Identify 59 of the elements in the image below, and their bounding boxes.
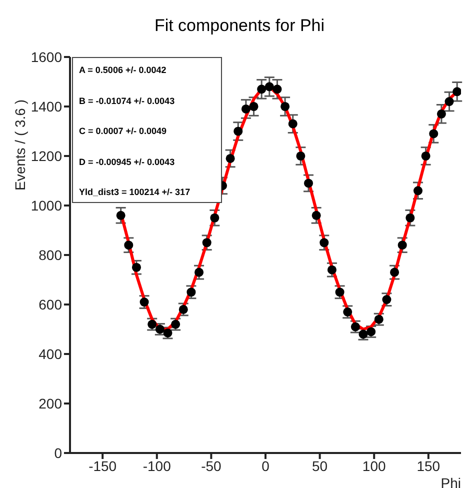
point bbox=[312, 210, 321, 220]
point bbox=[304, 178, 314, 188]
point bbox=[140, 298, 149, 307]
point bbox=[288, 119, 298, 128]
point bbox=[226, 154, 235, 163]
x-tick-label: -150 bbox=[88, 458, 117, 474]
point bbox=[186, 288, 196, 297]
point bbox=[406, 213, 415, 222]
point bbox=[390, 268, 400, 277]
y-tick-label: 1600 bbox=[30, 48, 62, 65]
point bbox=[234, 126, 243, 136]
point bbox=[241, 104, 250, 114]
chart-title: Fit components for Phi bbox=[153, 16, 326, 36]
point bbox=[429, 129, 438, 138]
point bbox=[249, 102, 258, 112]
annotation: A = 0.5006 +/- 0.0042 bbox=[79, 64, 168, 76]
point bbox=[280, 102, 290, 112]
point bbox=[398, 240, 407, 250]
y-tick-label: 400 bbox=[38, 346, 62, 362]
x-tick-label: 100 bbox=[362, 458, 386, 474]
point bbox=[343, 307, 352, 316]
point bbox=[132, 262, 141, 272]
point bbox=[202, 238, 212, 248]
x-tick-label: 0 bbox=[262, 458, 270, 474]
point bbox=[116, 210, 126, 220]
annotation: D = -0.00945 +/- 0.0043 bbox=[79, 156, 176, 168]
point bbox=[124, 240, 134, 250]
x-axis-title: Phi bbox=[440, 475, 461, 488]
y-tick-label: 600 bbox=[38, 296, 62, 312]
y-tick-label: 1000 bbox=[30, 197, 62, 214]
x-tick-label: 150 bbox=[416, 458, 440, 474]
point bbox=[413, 186, 423, 196]
point bbox=[327, 265, 336, 274]
point bbox=[296, 151, 306, 161]
annotation: C = 0.0007 +/- 0.0049 bbox=[79, 125, 168, 137]
point bbox=[264, 82, 274, 92]
point bbox=[178, 304, 188, 314]
point bbox=[272, 84, 282, 94]
y-tick-label: 0 bbox=[54, 444, 62, 461]
point bbox=[436, 109, 446, 118]
y-axis-title: Events / ( 3.6 ) bbox=[12, 99, 28, 191]
point bbox=[210, 213, 220, 222]
y-tick-label: 200 bbox=[38, 395, 62, 412]
point bbox=[382, 295, 392, 304]
y-tick-label: 1200 bbox=[30, 148, 62, 164]
point bbox=[444, 97, 454, 106]
point bbox=[335, 288, 344, 297]
x-tick-label: -100 bbox=[142, 458, 172, 474]
point bbox=[320, 238, 329, 248]
point bbox=[194, 268, 204, 277]
point bbox=[452, 87, 461, 96]
y-tick-label: 1400 bbox=[30, 98, 62, 114]
annotation: B = -0.01074 +/- 0.0043 bbox=[79, 94, 176, 106]
y-tick-label: 800 bbox=[38, 246, 62, 263]
annotation: Yld_dist3 = 100214 +/- 317 bbox=[79, 186, 192, 198]
x-tick-label: 50 bbox=[312, 458, 328, 474]
point bbox=[257, 84, 266, 94]
point bbox=[421, 151, 430, 161]
x-tick-label: -50 bbox=[201, 458, 222, 474]
